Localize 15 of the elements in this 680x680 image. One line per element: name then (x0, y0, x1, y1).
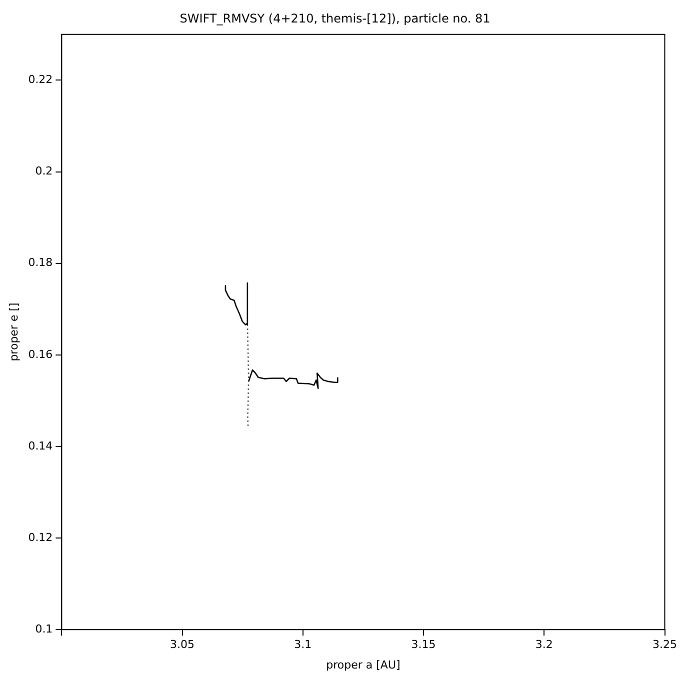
x-tick-label: 3.05 (170, 638, 195, 652)
y-tick-label: 0.2 (35, 164, 53, 178)
x-tick-label: 3.25 (652, 638, 678, 652)
chart-title: SWIFT_RMVSY (4+210, themis-[12]), particle no. 81 (180, 11, 490, 26)
x-tick-label: 3.2 (535, 638, 553, 652)
y-tick-label: 0.18 (28, 256, 53, 270)
x-tick-label: 3.15 (411, 638, 436, 652)
x-axis-title: proper a [AU] (326, 658, 400, 672)
y-tick-label: 0.22 (28, 73, 53, 86)
y-tick-label: 0.16 (28, 348, 53, 361)
y-tick-label: 0.14 (28, 439, 53, 452)
y-tick-label: 0.12 (28, 530, 53, 544)
y-axis-title: proper e [] (7, 302, 20, 362)
y-tick-label: 0.1 (35, 622, 53, 636)
x-tick-label: 3.1 (294, 638, 312, 652)
